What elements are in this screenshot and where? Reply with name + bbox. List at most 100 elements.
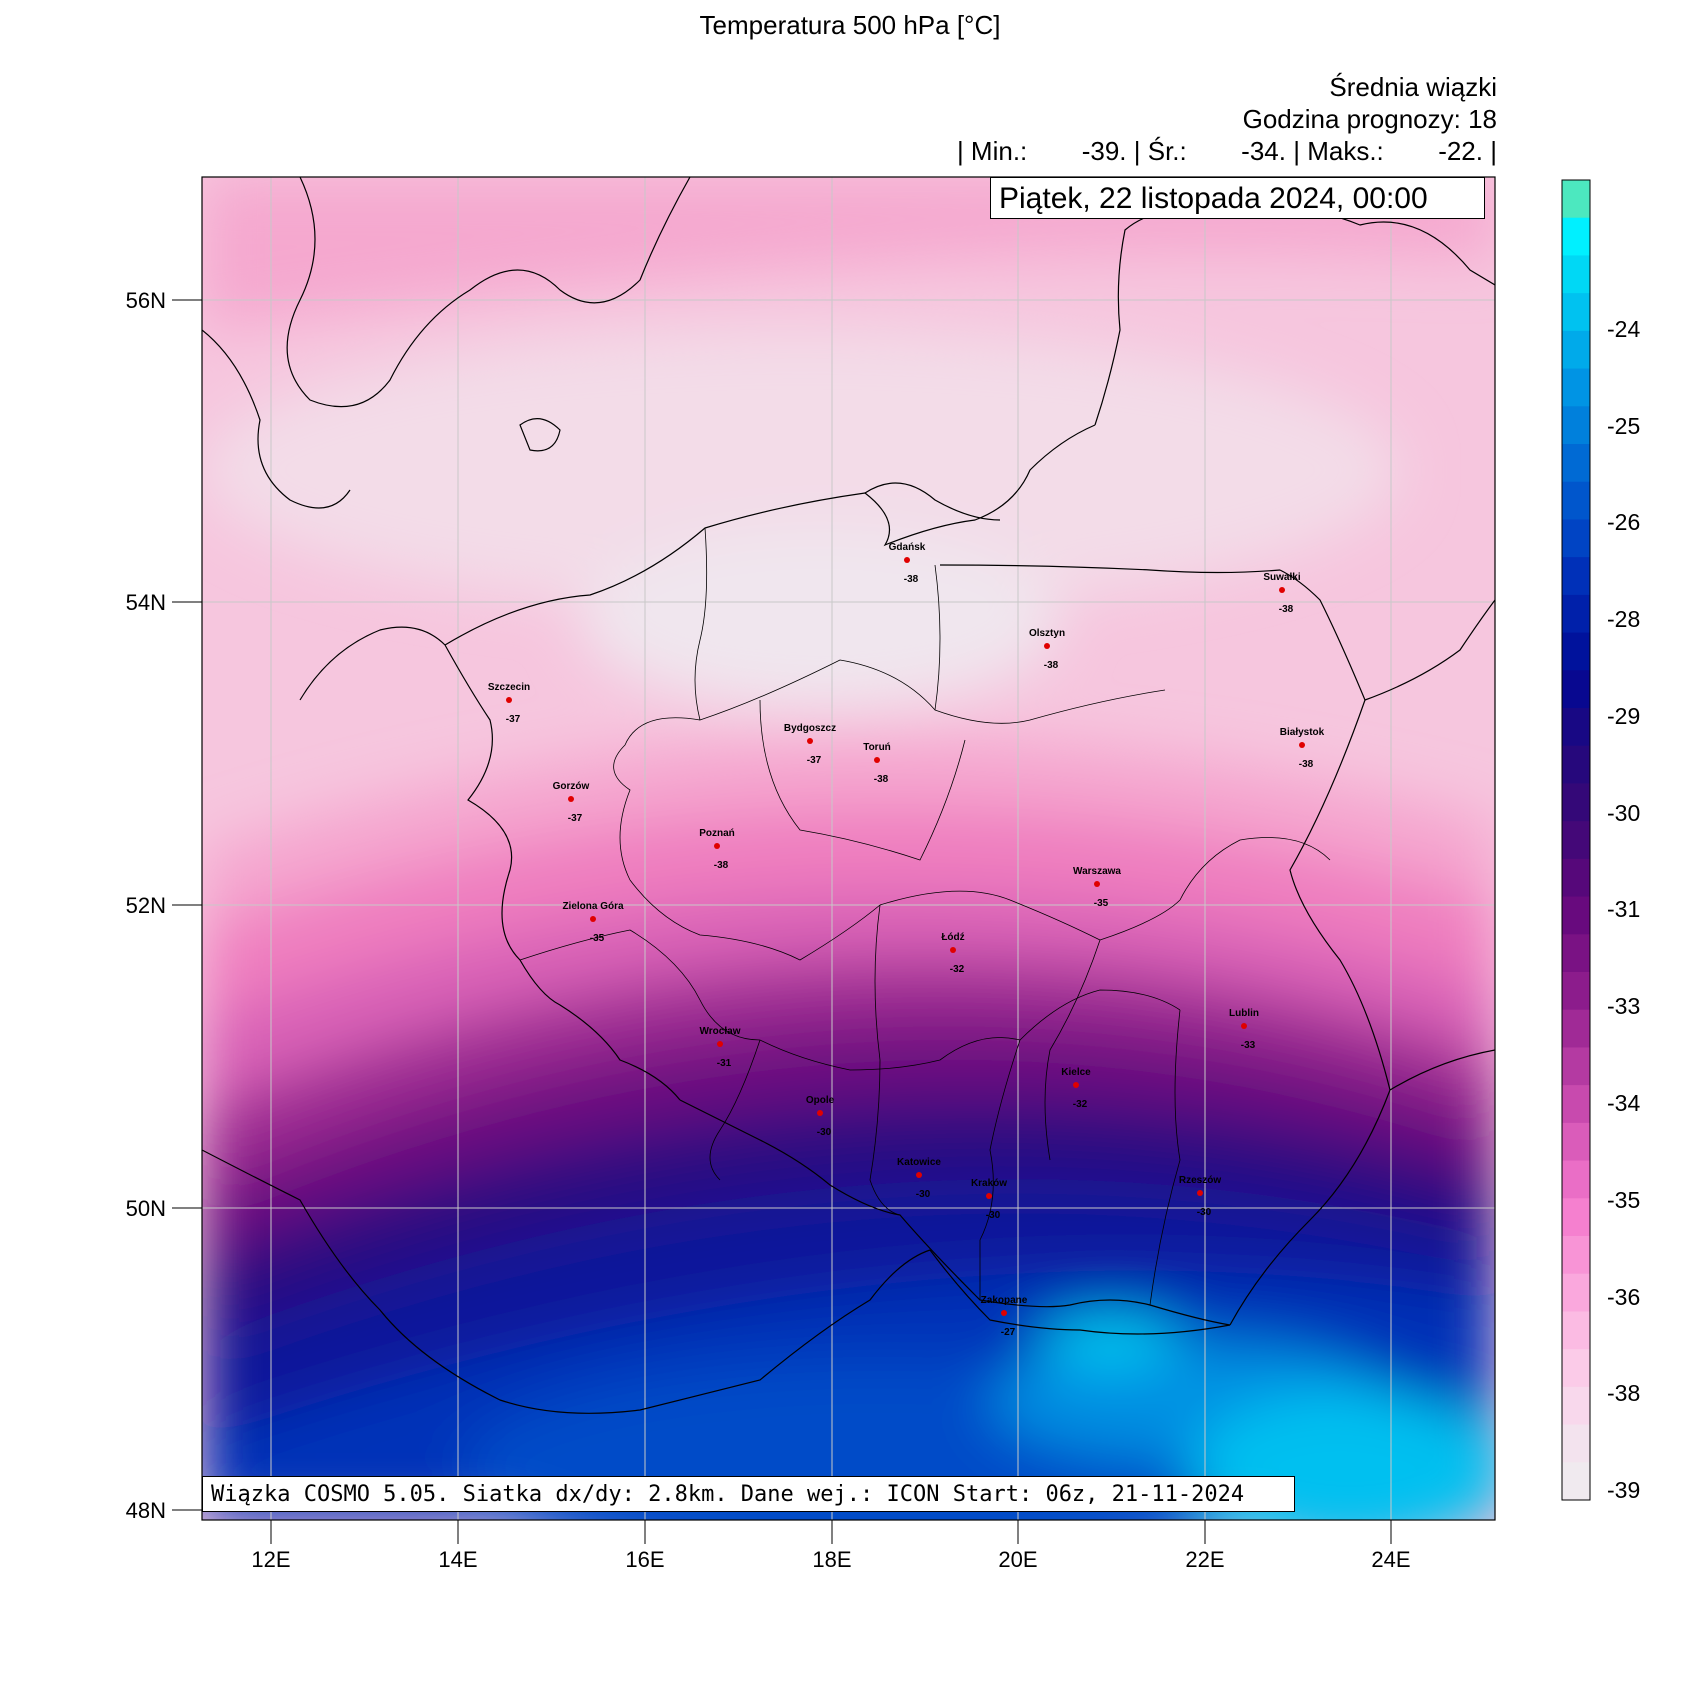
colorbar-label: -26 [1607,509,1640,535]
colorbar-swatch [1562,1462,1590,1501]
colorbar-swatch [1562,330,1590,370]
city-name: Bydgoszcz [784,723,836,734]
city-name: Warszawa [1073,866,1121,877]
colorbar-swatch [1562,444,1590,483]
colorbar-label: -29 [1607,703,1640,729]
city-dot [1094,881,1100,887]
min-value: -39. [1081,136,1127,166]
city-marker: Zakopane -27 [981,1295,1028,1338]
colorbar-label: -35 [1607,1187,1640,1213]
city-value: -38 [1299,759,1314,770]
voivodeship-borders [519,527,1331,1306]
lat-tick-label: 52N [126,893,166,918]
city-marker: Rzeszów -30 [1179,1175,1221,1218]
city-markers: Gdańsk -38 Suwałki -38 Olsztyn -38 Szczecin -37… [488,542,1325,1338]
city-value: -31 [717,1058,732,1069]
city-dot [1001,1310,1007,1316]
colorbar-swatch [1562,1236,1590,1275]
colorbar-swatch [1562,821,1590,860]
city-marker: Białystok -38 [1280,727,1325,770]
colorbar-swatch [1562,519,1590,558]
city-dot [506,697,512,703]
city-marker: Lublin -33 [1229,1008,1259,1051]
colorbar-swatch [1562,896,1590,935]
city-value: -38 [1279,604,1294,615]
colorbar-frame [1561,179,1591,1501]
lat-tick-label: 56N [126,288,166,313]
city-value: -33 [1241,1040,1256,1051]
colorbar-label: -25 [1607,413,1640,439]
graticule [202,177,1495,1520]
stats-end: | [1490,136,1497,166]
longitude-labels: 12E 14E 16E 18E 20E 22E 24E [251,1547,1410,1572]
lon-tick-label: 24E [1371,1547,1410,1572]
city-name: Wrocław [700,1026,741,1037]
city-value: -38 [714,860,729,871]
colorbar-label: -31 [1607,896,1640,922]
poland-west-border [444,644,681,1101]
city-name: Olsztyn [1029,628,1065,639]
city-marker: Toruń -38 [863,742,891,785]
city-value: -30 [916,1189,931,1200]
city-dot [916,1172,922,1178]
lon-tick-label: 14E [438,1547,477,1572]
axis-ticks [172,299,1392,1544]
colorbar-swatch [1562,972,1590,1011]
city-marker: Gorzów -37 [553,781,590,824]
latitude-labels: 56N 54N 52N 50N 48N [126,288,166,1523]
city-marker: Katowice -30 [897,1157,941,1200]
avg-value: -34. [1241,136,1286,166]
colorbar-swatch [1562,594,1590,634]
colorbar-swatch [1562,1009,1590,1048]
lon-tick-label: 16E [625,1547,664,1572]
denmark-coast [202,329,351,509]
boundaries [202,177,1495,1414]
colorbar-swatch [1562,934,1590,973]
ensemble-mean-label: Średnia wiązki [1329,72,1497,102]
city-name: Lublin [1229,1008,1259,1019]
colorbar-swatch [1562,745,1590,784]
colorbar-label: -33 [1607,993,1640,1019]
city-dot [714,843,720,849]
lon-tick-label: 22E [1185,1547,1224,1572]
city-name: Opole [806,1095,835,1106]
city-value: -38 [1044,660,1059,671]
city-dot [1073,1082,1079,1088]
colorbar [1561,179,1591,1501]
city-value: -38 [904,574,919,585]
model-info-footer: Wiązka COSMO 5.05. Siatka dx/dy: 2.8km. … [202,1476,1295,1512]
city-marker: Kielce -32 [1061,1067,1091,1110]
city-value: -37 [807,755,822,766]
city-name: Toruń [863,742,891,753]
city-value: -37 [568,813,583,824]
colorbar-swatch [1562,670,1590,709]
city-dot [1241,1023,1247,1029]
avg-label: | Śr.: [1133,136,1187,166]
colorbar-swatch [1562,1160,1590,1199]
colorbar-swatch [1562,858,1590,898]
colorbar-label: -38 [1607,1380,1640,1406]
city-name: Gdańsk [889,542,926,553]
city-marker: Opole -30 [806,1095,835,1138]
city-marker: Szczecin -37 [488,682,530,725]
city-name: Kielce [1061,1067,1091,1078]
colorbar-label: -34 [1607,1090,1640,1116]
city-dot [817,1110,823,1116]
kaliningrad-border [939,564,1281,574]
city-name: Rzeszów [1179,1175,1221,1186]
lon-tick-label: 18E [812,1547,851,1572]
colorbar-label: -24 [1607,316,1640,342]
city-value: -35 [1094,898,1109,909]
colorbar-swatch [1562,1122,1590,1162]
colorbar-swatch [1562,1349,1590,1388]
forecast-hour-label: Godzina prognozy: 18 [1242,104,1497,134]
city-value: -27 [1001,1327,1016,1338]
colorbar-label: -39 [1607,1477,1640,1503]
city-name: Szczecin [488,682,530,693]
city-marker: Warszawa -35 [1073,866,1121,909]
poland-east-border [1229,569,1391,1326]
colorbar-swatch [1562,557,1590,596]
colorbar-swatch [1562,1386,1590,1426]
colorbar-label: -30 [1607,800,1640,826]
